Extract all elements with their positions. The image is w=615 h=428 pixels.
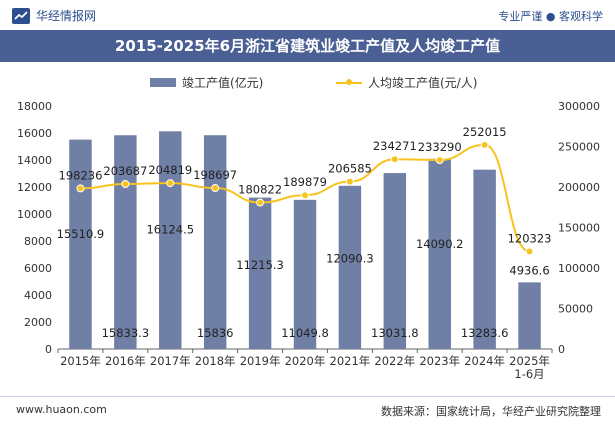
bar-value-label: 16124.5: [146, 223, 194, 237]
chart-title: 2015-2025年6月浙江省建筑业竣工产值及人均竣工产值: [0, 30, 615, 62]
y-right-tick-label: 100000: [558, 262, 600, 275]
line-value-label: 189879: [283, 175, 327, 189]
y-right-tick-label: 150000: [558, 222, 600, 235]
bar: [473, 169, 496, 349]
y-left-tick-label: 18000: [17, 100, 52, 113]
line-value-label: 120323: [508, 232, 552, 246]
y-left-tick-label: 0: [45, 343, 52, 356]
top-bar: 华经情报网 专业严谨 ● 客观科学: [0, 0, 615, 30]
y-right-tick-label: 200000: [558, 181, 600, 194]
line-value-label: 203687: [103, 164, 147, 178]
bar: [383, 173, 407, 349]
chart-plot: 0 2000 4000 6000 8000 10000 12000 14000 16000 180…: [17, 100, 600, 381]
line-point: [256, 198, 265, 207]
y-left-tick-label: 2000: [24, 316, 52, 329]
x-tick-label: 2020年: [285, 354, 326, 368]
y-right-tick-label: 300000: [558, 100, 600, 113]
x-tick-label: 2017年: [150, 354, 191, 368]
x-tick-label: 1-6月: [514, 367, 544, 381]
bar: [69, 139, 92, 349]
x-tick-label: 2025年: [509, 354, 550, 368]
footer: www.huaon.com 数据来源：国家统计局，华经产业研究院整理: [0, 396, 615, 428]
bar: [114, 135, 137, 349]
legend-item-output[interactable]: 竣工产值(亿元): [150, 74, 263, 91]
bar: [428, 158, 451, 349]
line-point: [166, 179, 175, 188]
chart-legend: 竣工产值(亿元) 人均竣工产值(元/人): [0, 72, 615, 94]
bar-value-label: 11215.3: [236, 258, 284, 272]
tagline: 专业严谨 ● 客观科学: [498, 10, 603, 23]
legend-swatch-bar: [150, 78, 176, 87]
line-point: [525, 247, 534, 256]
bar: [293, 199, 317, 349]
brand-name: 华经情报网: [36, 9, 97, 23]
x-tick-label: 2024年: [464, 354, 505, 368]
bar: [518, 282, 541, 349]
line-point: [76, 184, 85, 193]
x-tick-label: 2022年: [374, 354, 415, 368]
line-point: [480, 140, 489, 149]
legend-item-per-capita[interactable]: 人均竣工产值(元/人): [336, 74, 477, 91]
x-tick-label: 2023年: [419, 354, 460, 368]
line-value-label: 198236: [59, 168, 103, 182]
legend-swatch-line: [336, 78, 362, 85]
line-value-label: 180822: [238, 183, 282, 197]
y-left-tick-label: 8000: [24, 235, 52, 248]
bar: [338, 185, 362, 349]
y-left-tick-label: 6000: [24, 262, 52, 275]
x-tick-label: 2016年: [105, 354, 146, 368]
footer-source: 数据来源：国家统计局，华经产业研究院整理: [381, 405, 601, 418]
x-tick-label: 2021年: [330, 354, 371, 368]
y-right-tick-label: 250000: [558, 141, 600, 154]
line-point: [345, 177, 354, 186]
bar: [248, 197, 272, 349]
line-point: [435, 156, 444, 165]
line-value-label: 198697: [193, 168, 237, 182]
y-right-tick-label: 0: [558, 343, 565, 356]
line-point: [121, 180, 130, 189]
line-point: [390, 155, 399, 164]
x-tick-label: 2018年: [195, 354, 236, 368]
bar-value-label: 11049.8: [281, 326, 329, 340]
y-right-tick-label: 50000: [558, 303, 593, 316]
bar-value-label: 15510.9: [57, 227, 105, 241]
line-value-label: 206585: [328, 162, 372, 176]
line-value-label: 234271: [373, 139, 417, 153]
bar-value-label: 14090.2: [416, 237, 464, 251]
y-left-tick-label: 12000: [17, 181, 52, 194]
y-left-tick-label: 14000: [17, 154, 52, 167]
brand-logo-icon: [12, 7, 30, 24]
y-left-tick-label: 16000: [17, 127, 52, 140]
bar: [159, 131, 182, 349]
legend-label-output: 竣工产值(亿元): [182, 76, 264, 90]
footer-website[interactable]: www.huaon.com: [16, 403, 107, 416]
line-value-label: 252015: [463, 125, 507, 139]
x-tick-label: 2015年: [60, 354, 101, 368]
bar-value-label: 12090.3: [326, 251, 374, 265]
bar-value-label: 4936.6: [509, 263, 549, 277]
legend-label-per-capita: 人均竣工产值(元/人): [368, 76, 478, 90]
line-point: [211, 184, 220, 193]
bar-value-label: 15836: [197, 326, 234, 340]
line-point: [301, 191, 309, 200]
bar-value-label: 13283.6: [461, 326, 509, 340]
series-line: [80, 143, 530, 253]
y-left-tick-label: 10000: [17, 208, 52, 221]
x-tick-label: 2019年: [240, 354, 281, 368]
brand-logo[interactable]: 华经情报网: [12, 7, 96, 24]
line-value-label: 233290: [418, 140, 462, 154]
bar-value-label: 15833.3: [102, 326, 150, 340]
y-left-tick-label: 4000: [24, 289, 52, 302]
bar-value-label: 13031.8: [371, 326, 419, 340]
line-value-label: 204819: [148, 163, 192, 177]
